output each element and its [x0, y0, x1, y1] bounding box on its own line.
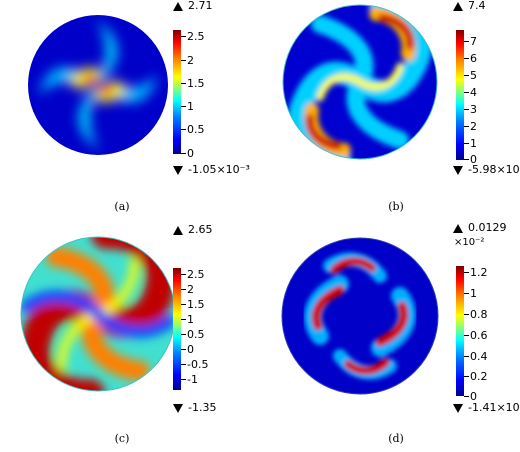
panel-b: 7.4 7 6 5 4 3 2 1 0 -5.98×10⁻³ (b) — [260, 0, 520, 226]
caption-a: (a) — [114, 200, 130, 213]
tick-b-6: 1 — [464, 137, 477, 150]
max-label-c: 2.65 — [188, 223, 213, 236]
tick-c-5: 0 — [181, 343, 194, 356]
tick-c-2: 1.5 — [181, 298, 205, 311]
tick-a-1: 2 — [181, 54, 194, 67]
tick-c-6: -0.5 — [180, 358, 209, 371]
min-marker-d — [453, 404, 463, 413]
panel-c: 2.65 2.5 2 1.5 1 0.5 0 -0.5 -1 -1.35 (c) — [0, 223, 260, 452]
disk-plot-b — [282, 4, 438, 160]
tick-a-5: 0 — [181, 147, 194, 160]
colorbar-d — [456, 266, 464, 396]
tick-a-3: 1 — [181, 100, 194, 113]
min-marker-a — [173, 166, 183, 175]
min-label-c: -1.35 — [188, 401, 217, 414]
max-marker-c — [173, 226, 183, 235]
tick-b-1: 6 — [464, 52, 477, 65]
tick-b-0: 7 — [464, 35, 477, 48]
max-marker-d — [453, 224, 463, 233]
tick-d-6: 0 — [464, 390, 477, 403]
caption-d: (d) — [388, 432, 404, 445]
max-label-d: 0.0129 — [468, 221, 507, 234]
tick-d-5: 0.2 — [464, 370, 488, 383]
tick-b-5: 2 — [464, 120, 477, 133]
min-marker-b — [453, 166, 463, 175]
tick-b-2: 5 — [464, 69, 477, 82]
disk-plot-d — [281, 237, 439, 395]
colorbar-b — [456, 30, 464, 160]
min-label-a: -1.05×10⁻³ — [188, 163, 250, 176]
tick-b-7: 0 — [464, 153, 477, 166]
tick-c-3: 1 — [181, 313, 194, 326]
tick-d-2: 0.8 — [464, 308, 488, 321]
tick-d-0: 1.2 — [464, 266, 488, 279]
tick-c-4: 0.5 — [181, 328, 205, 341]
tick-c-1: 2 — [181, 283, 194, 296]
min-label-b: -5.98×10⁻³ — [468, 163, 520, 176]
panel-d: 0.0129 ×10⁻² 1.2 1 0.8 0.6 0.4 0.2 0 -1.… — [260, 222, 520, 452]
max-marker-a — [173, 2, 183, 11]
disk-plot-a — [28, 15, 168, 155]
disk-plot-c — [20, 236, 176, 392]
tick-c-7: -1 — [181, 373, 198, 386]
max-label-b: 7.4 — [468, 0, 486, 12]
colorbar-multiplier-d: ×10⁻² — [454, 237, 485, 248]
tick-b-3: 4 — [464, 86, 477, 99]
max-label-a: 2.71 — [188, 0, 213, 12]
tick-d-3: 0.6 — [464, 329, 488, 342]
tick-c-0: 2.5 — [181, 268, 205, 281]
panel-a: 2.71 2.5 2 1.5 1 0.5 0 -1.05×10⁻³ (a) — [0, 0, 260, 226]
caption-b: (b) — [388, 200, 404, 213]
tick-a-0: 2.5 — [181, 30, 205, 43]
colorbar-c — [173, 268, 181, 390]
tick-d-1: 1 — [464, 287, 477, 300]
min-label-d: -1.41×10⁻³ — [468, 401, 520, 414]
tick-d-4: 0.4 — [464, 350, 488, 363]
tick-b-4: 3 — [464, 103, 477, 116]
max-marker-b — [453, 2, 463, 11]
tick-a-2: 1.5 — [181, 77, 205, 90]
tick-a-4: 0.5 — [181, 123, 205, 136]
colorbar-a — [173, 30, 181, 154]
caption-c: (c) — [114, 432, 130, 445]
min-marker-c — [173, 404, 183, 413]
